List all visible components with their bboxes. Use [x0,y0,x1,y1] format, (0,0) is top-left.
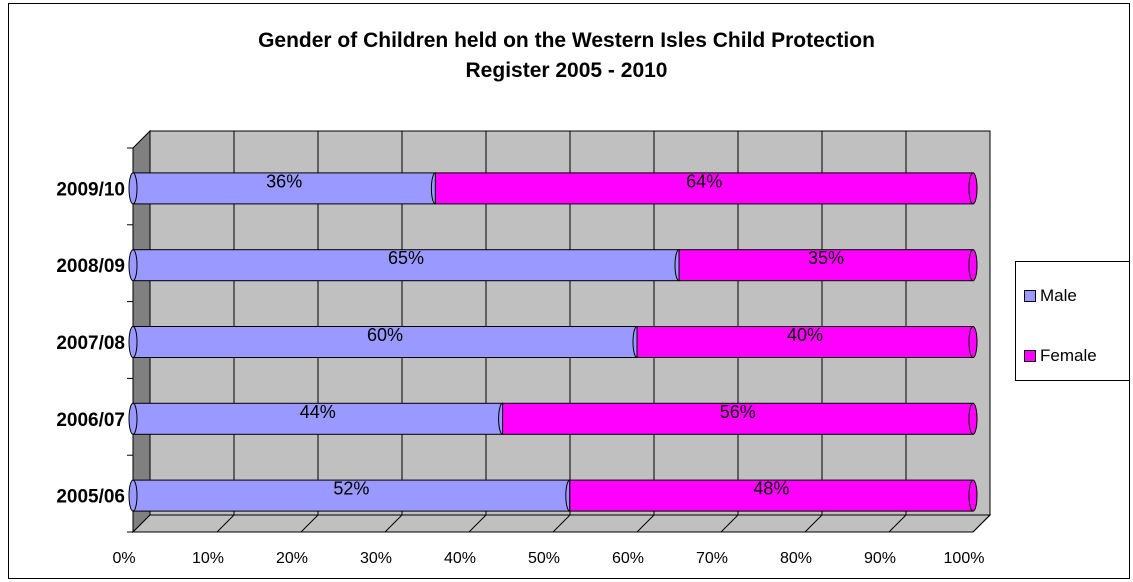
data-label-female-0: 48% [753,479,789,499]
category-label-3: 2008/09 [56,256,125,277]
bar-cap-right-1 [968,402,978,435]
x-tick-label-0: 0% [112,550,135,567]
bar-cap-left-2 [128,326,138,358]
floor-gridline [216,514,235,533]
x-tick-label-1: 10% [192,550,224,567]
x-tick-label-2: 20% [276,550,308,567]
category-label-4: 2009/10 [56,179,125,200]
bar-cap-right-0 [968,479,978,512]
chart-title-line-1: Gender of Children held on the Western I… [258,29,875,52]
x-tick-label-9: 90% [864,550,896,567]
bar-male-4 [132,172,436,205]
x-tick-label-10: 100% [944,550,985,567]
bar-cap-left-4 [128,172,138,205]
floor-gridline [636,514,655,533]
data-label-male-1: 44% [300,402,336,422]
bar-cap-left-1 [128,402,138,435]
data-label-male-3: 65% [388,248,424,268]
category-label-0: 2005/06 [56,487,125,508]
floor-gridline [468,514,487,533]
chart-title: Gender of Children held on the Western I… [0,26,1133,86]
legend-swatch-female [1024,350,1036,362]
legend-item-male: Male [1024,286,1077,306]
category-label-1: 2006/07 [56,410,125,431]
legend-item-female: Female [1024,346,1097,366]
data-label-female-2: 40% [787,325,823,345]
category-label-2: 2007/08 [56,333,125,354]
floor-gridline [300,514,319,533]
bar-male-2 [132,326,638,358]
floor-gridline [972,514,991,533]
data-label-female-4: 64% [686,171,722,191]
floor-gridline [552,514,571,533]
bar-female-3 [678,249,974,282]
legend-swatch-male [1024,290,1036,302]
bar-female-0 [569,479,974,512]
data-label-male-2: 60% [367,325,403,345]
data-label-female-3: 35% [808,248,844,268]
floor-gridline [384,514,403,533]
x-tick-label-7: 70% [696,550,728,567]
bar-female-1 [502,402,974,435]
bar-cap-right-2 [968,326,978,358]
floor-gridline [888,514,907,533]
x-tick-label-3: 30% [360,550,392,567]
x-tick-label-5: 50% [528,550,560,567]
data-label-female-1: 56% [720,402,756,422]
x-tick-label-6: 60% [612,550,644,567]
floor-gridline [720,514,739,533]
data-label-male-0: 52% [333,479,369,499]
legend-label-male: Male [1040,286,1077,305]
bar-female-4 [434,172,974,205]
bar-cap-right-4 [968,172,978,205]
legend-label-female: Female [1040,346,1097,365]
x-tick-label-4: 40% [444,550,476,567]
x-tick-label-8: 80% [780,550,812,567]
bar-cap-left-3 [128,249,138,282]
bar-cap-right-3 [968,249,978,282]
data-label-male-4: 36% [266,171,302,191]
chart-legend: Male Female [1015,261,1130,381]
bar-male-1 [132,402,504,435]
chart-title-line-2: Register 2005 - 2010 [465,59,668,82]
bar-cap-left-0 [128,479,138,512]
floor-gridline [804,514,823,533]
